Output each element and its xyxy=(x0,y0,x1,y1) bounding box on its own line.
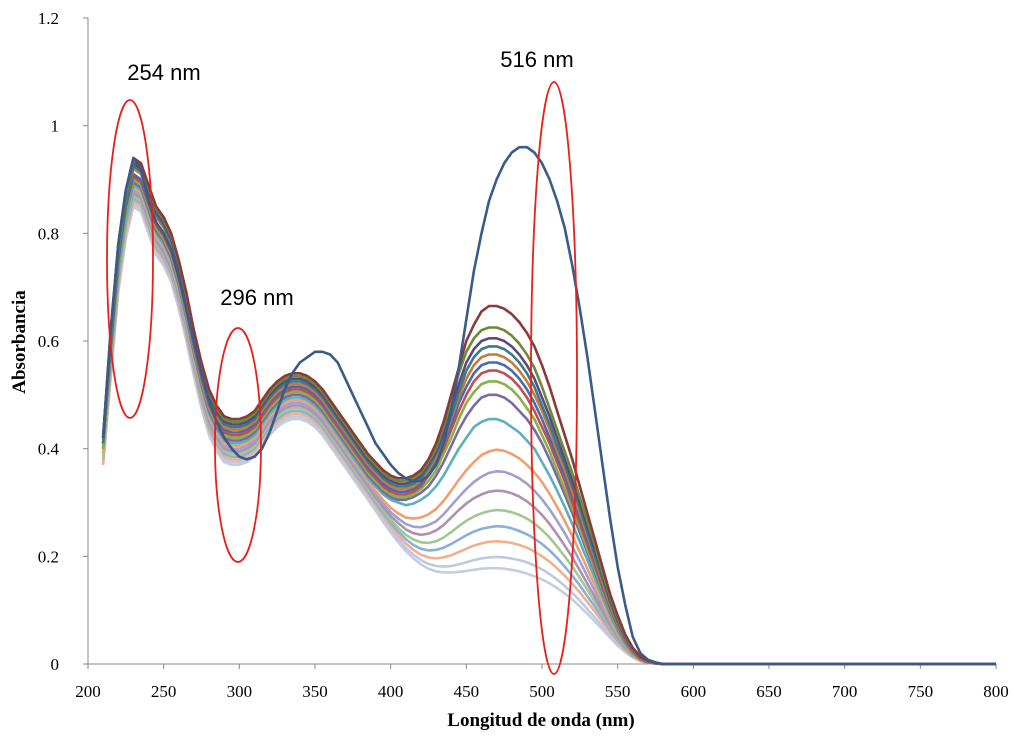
series-line-1 xyxy=(101,145,996,666)
highlight-ellipse-3 xyxy=(530,81,578,675)
x-tick-label: 200 xyxy=(75,682,101,701)
annotation-label-3: 516 nm xyxy=(500,47,573,72)
series-layer xyxy=(101,145,996,666)
labels-layer: 0 0.2 0.4 0.6 0.8 1 1.2 200 250 300 350 400 450 500 55… xyxy=(38,9,1009,701)
highlight-ellipse-2 xyxy=(214,327,262,563)
x-tick-label: 600 xyxy=(681,682,707,701)
x-tick-label: 700 xyxy=(832,682,858,701)
y-tick-label: 1 xyxy=(51,117,60,136)
x-tick-label: 500 xyxy=(529,682,555,701)
x-tick-label: 350 xyxy=(302,682,328,701)
y-tick-label: 0.4 xyxy=(38,440,60,459)
y-tick-label: 1.2 xyxy=(38,9,59,28)
y-tick-label: 0.2 xyxy=(38,547,59,566)
annotation-layer: 254 nm 296 nm 516 nm xyxy=(106,47,578,675)
annotation-label-1: 254 nm xyxy=(127,60,200,85)
series-line-2 xyxy=(101,156,996,666)
series-line-4 xyxy=(101,162,996,666)
x-tick-label: 550 xyxy=(605,682,631,701)
x-tick-label: 300 xyxy=(227,682,253,701)
series-line-3 xyxy=(101,159,996,666)
y-tick-label: 0.6 xyxy=(38,332,59,351)
x-axis-title: Longitud de onda (nm) xyxy=(447,710,634,731)
x-tick-label: 750 xyxy=(908,682,934,701)
annotation-label-2: 296 nm xyxy=(220,285,293,310)
x-tick-label: 400 xyxy=(378,682,404,701)
y-tick-label: 0.8 xyxy=(38,224,59,243)
series-line-8 xyxy=(101,175,996,666)
x-tick-label: 650 xyxy=(756,682,782,701)
y-tick-label: 0 xyxy=(51,655,60,674)
highlight-ellipse-1 xyxy=(106,99,154,419)
y-axis-title: Absorbancia xyxy=(9,290,30,394)
series-line-18 xyxy=(101,202,996,666)
x-tick-label: 800 xyxy=(983,682,1009,701)
axes xyxy=(83,17,997,669)
x-tick-label: 250 xyxy=(151,682,177,701)
x-tick-label: 450 xyxy=(454,682,480,701)
